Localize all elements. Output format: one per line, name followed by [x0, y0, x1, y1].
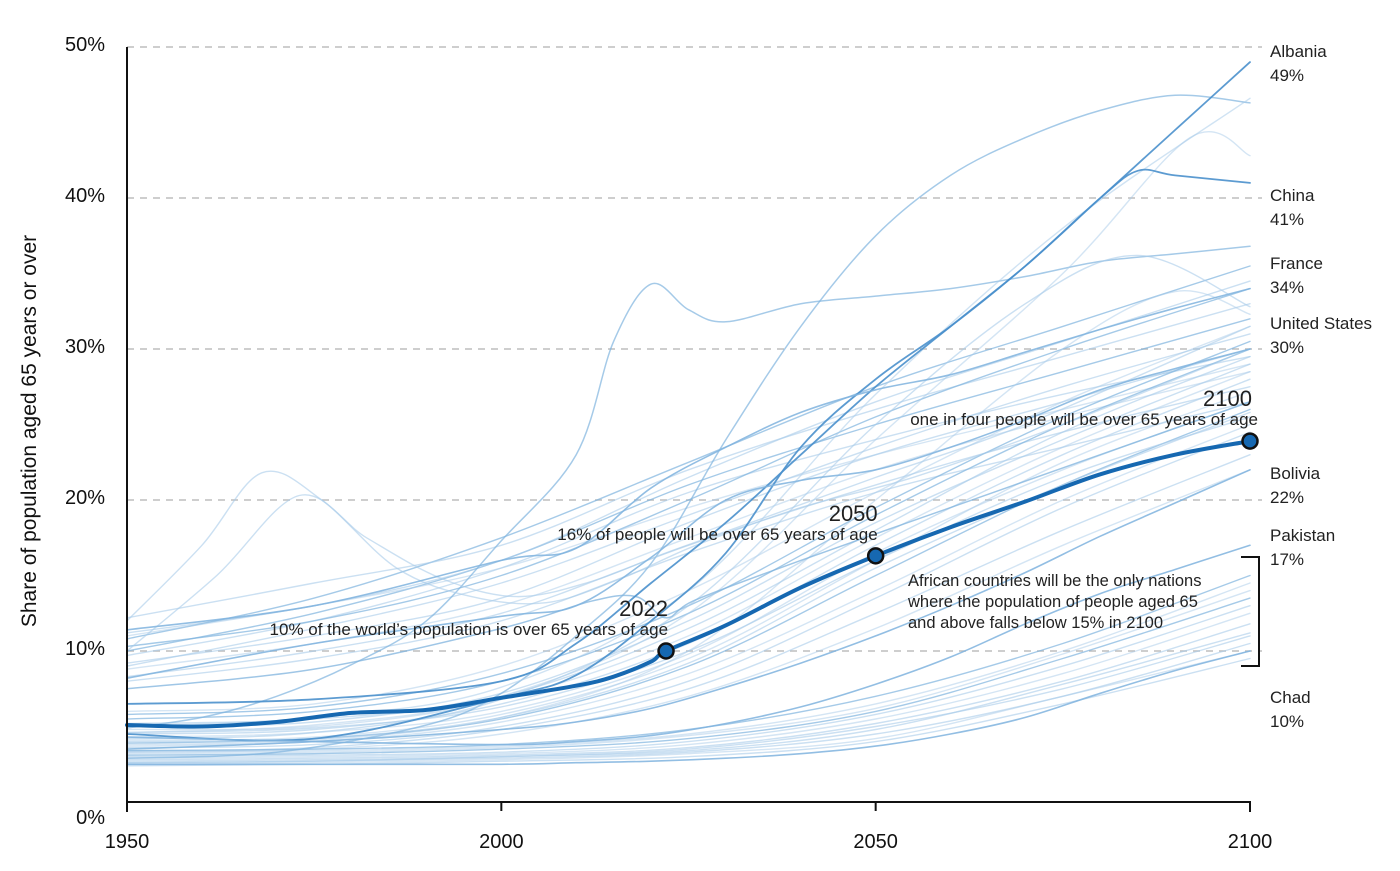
country-line — [126, 401, 1251, 738]
country-line-france — [126, 287, 1251, 631]
country-line-united-states — [126, 348, 1251, 679]
x-tick-label: 1950 — [104, 831, 150, 853]
country-name: Bolivia — [1270, 464, 1321, 483]
marker-note: 16% of people will be over 65 years of a… — [557, 524, 878, 544]
country-name: United States — [1270, 314, 1373, 333]
country-line — [126, 265, 1251, 640]
bracket — [1241, 556, 1260, 667]
country-endpoint-label: China 41% — [1270, 184, 1314, 232]
country-line — [126, 623, 1251, 761]
country-line — [126, 363, 1251, 728]
country-line — [126, 130, 1251, 734]
country-endpoint-label: France 34% — [1270, 252, 1323, 300]
country-line — [126, 416, 1251, 734]
y-tick-label: 30% — [64, 336, 105, 358]
country-value: 34% — [1270, 278, 1305, 297]
country-name: China — [1270, 186, 1315, 205]
country-line — [126, 632, 1251, 764]
country-value: 41% — [1270, 210, 1305, 229]
country-line — [126, 605, 1251, 758]
country-endpoint-label: Chad 10% — [1270, 686, 1311, 734]
bracket-annotation-line: African countries will be the only natio… — [908, 572, 1202, 591]
country-line — [126, 245, 1251, 729]
country-line — [126, 635, 1251, 762]
country-name: Albania — [1270, 42, 1327, 61]
country-line — [126, 612, 1251, 759]
y-tick-label: 20% — [64, 487, 105, 509]
country-endpoint-label: Pakistan 17% — [1270, 524, 1335, 572]
country-line — [126, 94, 1251, 759]
x-tick-label: 2100 — [1227, 831, 1273, 853]
country-line — [126, 318, 1251, 652]
marker-note: one in four people will be over 65 years… — [910, 410, 1258, 430]
country-line — [126, 597, 1251, 756]
y-tick-label: 40% — [64, 185, 105, 207]
country-line — [126, 290, 1251, 746]
country-value: 49% — [1270, 66, 1305, 85]
x-tick-label: 2000 — [479, 831, 524, 853]
country-endpoint-label: Bolivia 22% — [1270, 462, 1320, 510]
bracket-annotation-text: African countries will be the only natio… — [908, 571, 1202, 634]
marker-year-label: 2100 — [1203, 386, 1252, 412]
country-line — [126, 371, 1251, 731]
country-line — [126, 254, 1251, 740]
bracket-annotation-line: and above falls below 15% in 2100 — [908, 614, 1164, 633]
country-line — [126, 401, 1251, 690]
country-line — [126, 348, 1251, 622]
marker-year-label: 2022 — [619, 596, 669, 621]
y-tick-label: 10% — [64, 638, 105, 660]
country-name: Pakistan — [1270, 526, 1336, 545]
country-name: Chad — [1270, 688, 1311, 707]
country-line — [126, 582, 1251, 753]
country-line-pakistan — [126, 544, 1251, 746]
marker-dot-2050 — [866, 547, 885, 565]
marker-note: 10% of the world’s population is over 65… — [269, 620, 669, 639]
marker-dot-2022 — [657, 642, 675, 660]
country-line-bolivia — [126, 469, 1251, 750]
country-line-chad — [126, 650, 1251, 766]
y-tick-label: 50% — [64, 34, 105, 56]
country-line — [126, 325, 1251, 652]
marker-year-label: 2050 — [828, 500, 878, 526]
country-value: 30% — [1270, 338, 1305, 357]
country-name: France — [1270, 254, 1323, 273]
country-line — [126, 390, 1251, 741]
marker-dot-2100 — [1241, 432, 1259, 450]
country-endpoint-label: Albania 49% — [1270, 40, 1327, 88]
y-axis-title: Share of population aged 65 years or ove… — [18, 234, 41, 628]
country-line — [126, 303, 1251, 619]
country-value: 17% — [1270, 550, 1305, 569]
bracket-annotation-line: where the population of people aged 65 — [908, 593, 1198, 612]
country-line — [126, 333, 1251, 667]
country-line — [126, 589, 1251, 755]
country-value: 22% — [1270, 488, 1305, 507]
y-tick-label: 0% — [76, 807, 105, 829]
country-endpoint-label: United States 30% — [1270, 312, 1372, 360]
country-line — [126, 650, 1251, 765]
country-line — [126, 431, 1251, 749]
x-tick-label: 2050 — [853, 831, 898, 853]
country-value: 10% — [1270, 712, 1305, 731]
country-line-china — [126, 168, 1251, 742]
